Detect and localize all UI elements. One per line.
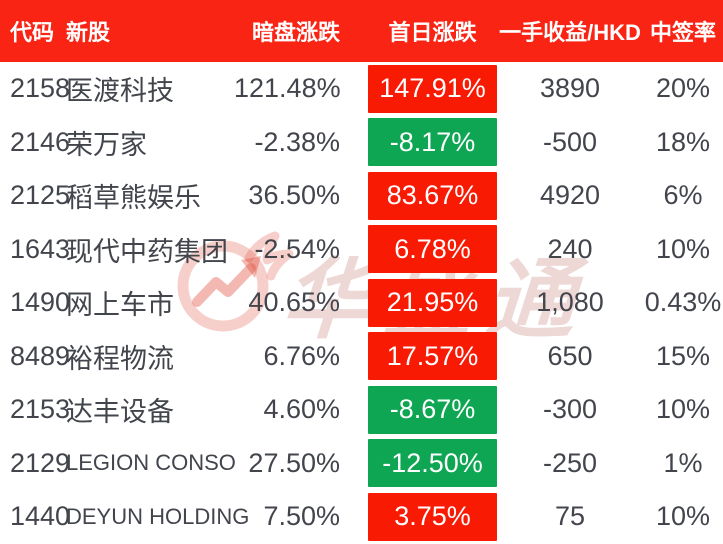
stock-name: 现代中药集团 (66, 236, 228, 267)
stock-code: 2153 (10, 394, 71, 425)
lot-profit: 3890 (539, 73, 601, 104)
grey-market-change: 7.50% (263, 501, 340, 532)
column-header-win-rate: 中签率 (649, 20, 716, 45)
first-day-cell: -8.17% (368, 118, 497, 167)
day-change-box: 147.91% (368, 64, 497, 113)
column-header-grey-market: 暗盘涨跌 (251, 20, 340, 45)
grey-market-change: 40.65% (248, 287, 340, 318)
win-rate: 10% (655, 394, 711, 425)
table-row[interactable]: 1490 网上车市 40.65% 21.95% 1,080 0.43% (0, 276, 723, 330)
win-rate: 1% (663, 447, 703, 478)
column-header-stock-name: 新股 (66, 20, 111, 45)
day-change-value: 83.67% (386, 180, 479, 211)
stock-code: 2125 (10, 180, 71, 211)
stock-name: 达丰设备 (66, 397, 174, 428)
first-day-cell: 147.91% (368, 64, 497, 113)
table-row[interactable]: 2129 LEGION CONSO 27.50% -12.50% -250 1% (0, 437, 723, 491)
first-day-cell: 21.95% (368, 278, 497, 327)
win-rate: 6% (663, 180, 703, 211)
day-change-box: -8.17% (368, 118, 497, 167)
first-day-cell: 6.78% (368, 225, 497, 274)
day-change-box: -12.50% (368, 439, 497, 488)
first-day-cell: 83.67% (368, 171, 497, 220)
win-rate: 10% (655, 501, 711, 532)
grey-market-change: 121.48% (234, 73, 341, 104)
day-change-value: 17.57% (386, 340, 479, 371)
table-row[interactable]: 1440 DEYUN HOLDING 7.50% 3.75% 75 10% (0, 490, 723, 544)
stock-code: 1440 (10, 501, 71, 532)
day-change-value: -8.67% (389, 394, 476, 425)
day-change-box: 3.75% (368, 492, 497, 541)
win-rate: 15% (655, 340, 711, 371)
day-change-box: 83.67% (368, 171, 497, 220)
lot-profit: 75 (554, 501, 586, 532)
column-header-first-day: 首日涨跌 (388, 20, 477, 45)
first-day-cell: -12.50% (368, 439, 497, 488)
day-change-box: 17.57% (368, 332, 497, 381)
table-row[interactable]: 2125 稻草熊娱乐 36.50% 83.67% 4920 6% (0, 169, 723, 223)
grey-market-change: 27.50% (248, 447, 340, 478)
table-row[interactable]: 8489 裕程物流 6.76% 17.57% 650 15% (0, 330, 723, 384)
stock-code: 2129 (10, 447, 71, 478)
first-day-cell: -8.67% (368, 385, 497, 434)
win-rate: 18% (655, 126, 711, 157)
day-change-value: 6.78% (394, 233, 471, 264)
stock-name: 荣万家 (66, 129, 147, 160)
grey-market-change: -2.54% (254, 233, 340, 264)
day-change-value: 3.75% (394, 501, 471, 532)
first-day-cell: 3.75% (368, 492, 497, 541)
lot-profit: 240 (547, 233, 593, 264)
table-row[interactable]: 2158 医渡科技 121.48% 147.91% 3890 20% (0, 62, 723, 116)
day-change-box: 21.95% (368, 278, 497, 327)
stock-code: 2146 (10, 126, 71, 157)
lot-profit: 1,080 (536, 287, 604, 318)
day-change-box: -8.67% (368, 385, 497, 434)
win-rate: 0.43% (644, 287, 722, 318)
table-row[interactable]: 2146 荣万家 -2.38% -8.17% -500 18% (0, 116, 723, 170)
lot-profit: -300 (542, 394, 598, 425)
lot-profit: 4920 (539, 180, 601, 211)
table-row[interactable]: 2153 达丰设备 4.60% -8.67% -300 10% (0, 383, 723, 437)
lot-profit: 650 (547, 340, 593, 371)
column-header-lot-profit: 一手收益/HKD (499, 20, 641, 45)
stock-code: 1643 (10, 233, 71, 264)
grey-market-change: -2.38% (254, 126, 340, 157)
stock-name: 网上车市 (66, 290, 174, 321)
win-rate: 10% (655, 233, 711, 264)
day-change-value: -8.17% (389, 126, 476, 157)
stock-code: 2158 (10, 73, 71, 104)
stock-code: 8489 (10, 340, 71, 371)
stock-name: 医渡科技 (66, 76, 174, 107)
day-change-value: 21.95% (386, 287, 479, 318)
day-change-value: 147.91% (379, 73, 486, 104)
day-change-value: -12.50% (382, 447, 483, 478)
table-header: 代码 新股 暗盘涨跌 首日涨跌 一手收益/HKD 中签率 (0, 0, 723, 62)
day-change-box: 6.78% (368, 225, 497, 274)
grey-market-change: 4.60% (263, 394, 340, 425)
table-body: 2158 医渡科技 121.48% 147.91% 3890 20% 2146 … (0, 62, 723, 544)
lot-profit: -500 (542, 126, 598, 157)
table-row[interactable]: 1643 现代中药集团 -2.54% 6.78% 240 10% (0, 223, 723, 277)
stock-code: 1490 (10, 287, 71, 318)
grey-market-change: 36.50% (248, 180, 340, 211)
lot-profit: -250 (542, 447, 598, 478)
win-rate: 20% (655, 73, 711, 104)
stock-name: DEYUN HOLDING (66, 503, 250, 529)
stock-name: 稻草熊娱乐 (66, 183, 201, 214)
stock-name: LEGION CONSO (66, 450, 236, 476)
grey-market-change: 6.76% (263, 340, 340, 371)
stock-name: 裕程物流 (66, 343, 174, 374)
column-header-code: 代码 (10, 20, 55, 45)
first-day-cell: 17.57% (368, 332, 497, 381)
